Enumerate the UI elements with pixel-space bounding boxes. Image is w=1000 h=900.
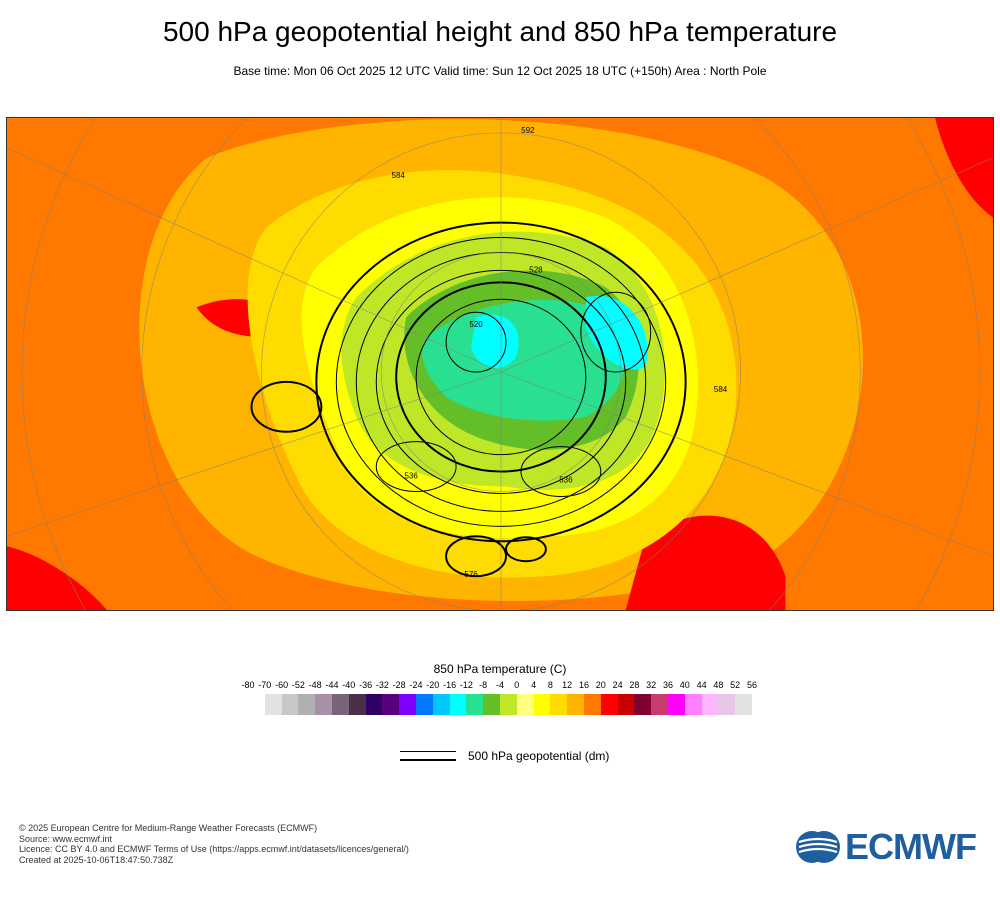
contour-label: 528 [529, 265, 543, 274]
thin-line-sample [400, 751, 456, 752]
colorbar-tick-label: -16 [443, 680, 457, 690]
colorbar-swatch [500, 694, 518, 715]
colorbar-swatch [550, 694, 568, 715]
contour-label: 592 [521, 126, 535, 135]
colorbar-swatch [718, 694, 736, 715]
colorbar-tick-label: -52 [291, 680, 305, 690]
contour-legend-label: 500 hPa geopotential (dm) [468, 749, 610, 763]
chart-subtitle: Base time: Mon 06 Oct 2025 12 UTC Valid … [233, 64, 767, 78]
colorbar-swatch [365, 694, 383, 715]
contour-label: 536 [405, 472, 419, 481]
colorbar-tick-label: -80 [241, 680, 255, 690]
colorbar-swatch [466, 694, 484, 715]
colorbar-swatch [684, 694, 703, 715]
colorbar-tick-label: 52 [730, 680, 741, 690]
colorbar-tick-label: 8 [547, 680, 553, 690]
polar-map: 592 584 584 528 520 536 536 576 [6, 117, 994, 611]
contour-label: 584 [714, 385, 728, 394]
colorbar-tick-label: -8 [479, 680, 488, 690]
licence-text: Licence: CC BY 4.0 and ECMWF Terms of Us… [19, 844, 409, 854]
red-region-east [625, 515, 786, 610]
colorbar-tick-label: 20 [595, 680, 606, 690]
contour-label: 584 [392, 171, 406, 180]
colorbar-swatch [483, 694, 501, 715]
colorbar-tick-label: 12 [562, 680, 573, 690]
colorbar-tick-label: 24 [612, 680, 623, 690]
colorbar-tick-label: 0 [514, 680, 520, 690]
colorbar-tick-label: 40 [679, 680, 690, 690]
cool-band-teal [422, 299, 626, 421]
colorbar-tick-label: -32 [375, 680, 389, 690]
colorbar-swatch [533, 694, 551, 715]
colorbar-tick-label: -44 [325, 680, 339, 690]
colorbar-swatch [416, 694, 434, 715]
copyright-text: © 2025 European Centre for Medium-Range … [19, 823, 318, 833]
lat-lon-grid [7, 118, 993, 610]
colorbar-labels: -80 -70 -60 -52 -48 -44 -40 -36 -32 -28 -24 -20 -16-… [0, 680, 1000, 694]
colorbar-tick-label: -12 [459, 680, 473, 690]
created-text: Created at 2025-10-06T18:47:50.738Z [19, 854, 174, 865]
colorbar-swatch [617, 694, 635, 715]
colorbar-swatch [600, 694, 619, 715]
cold-core-cyan-1 [471, 314, 519, 368]
colorbar-tick-label: 44 [696, 680, 707, 690]
colorbar-swatch [382, 694, 400, 715]
colorbar-swatch [516, 694, 535, 715]
colorbar-swatch [432, 694, 451, 715]
colorbar-swatch [348, 694, 367, 715]
colorbar-tick-label: -48 [308, 680, 322, 690]
colorbar-tick-label: -70 [258, 680, 272, 690]
colorbar-tick-label: -40 [342, 680, 356, 690]
source-text: Source: www.ecmwf.int [19, 833, 113, 844]
colorbar-swatch [264, 694, 283, 715]
colorbar-swatch [399, 694, 417, 715]
colorbar-swatch [701, 694, 719, 715]
colorbar-tick-label: -60 [275, 680, 289, 690]
colorbar-tick-label: 28 [629, 680, 640, 690]
colorbar-swatch [449, 694, 467, 715]
colorbar-swatch [584, 694, 602, 715]
colorbar-tick-label: 56 [746, 680, 758, 690]
red-region-northeast [935, 118, 993, 218]
colorbar-swatch [298, 694, 316, 715]
colorbar-tick-label: 48 [713, 680, 724, 690]
colorbar-tick-label: 32 [646, 680, 657, 690]
colorbar-tick-label: -28 [392, 680, 406, 690]
colorbar-tick-label: 16 [578, 680, 590, 690]
colorbar-tick-label: -4 [495, 680, 505, 690]
colorbar-swatch [651, 694, 669, 715]
colorbar-tick-label: 36 [662, 680, 674, 690]
ecmwf-logo-text: ECMWF [845, 826, 977, 867]
colorbar-swatch [634, 694, 652, 715]
colorbar-tick-label: -24 [409, 680, 423, 690]
contour-label: 520 [469, 320, 483, 329]
thick-line-sample [400, 759, 456, 761]
contour-label: 576 [464, 570, 478, 579]
contour-labels: 592 584 584 528 520 536 536 576 [392, 126, 728, 579]
footer-credits: © 2025 European Centre for Medium-Range … [19, 823, 409, 865]
colorbar-swatch [281, 694, 299, 715]
colorbar-title: 850 hPa temperature (C) [433, 662, 567, 676]
red-region-southwest [7, 546, 107, 610]
chart-title: 500 hPa geopotential height and 850 hPa … [162, 16, 838, 47]
colorbar-swatch [332, 694, 350, 715]
colorbar-tick-label: -20 [426, 680, 440, 690]
contour-label: 536 [559, 476, 573, 485]
colorbar-swatch [567, 694, 585, 715]
colorbar-tick-label: -36 [359, 680, 373, 690]
colorbar-swatch [668, 694, 686, 715]
ecmwf-logo-icon [796, 831, 840, 863]
colorbar-tick-label: 4 [531, 680, 537, 690]
colorbar-swatch [315, 694, 333, 715]
ecmwf-logo: ECMWF [795, 826, 977, 868]
colorbar-swatch [735, 694, 753, 715]
colorbar [0, 694, 1000, 715]
